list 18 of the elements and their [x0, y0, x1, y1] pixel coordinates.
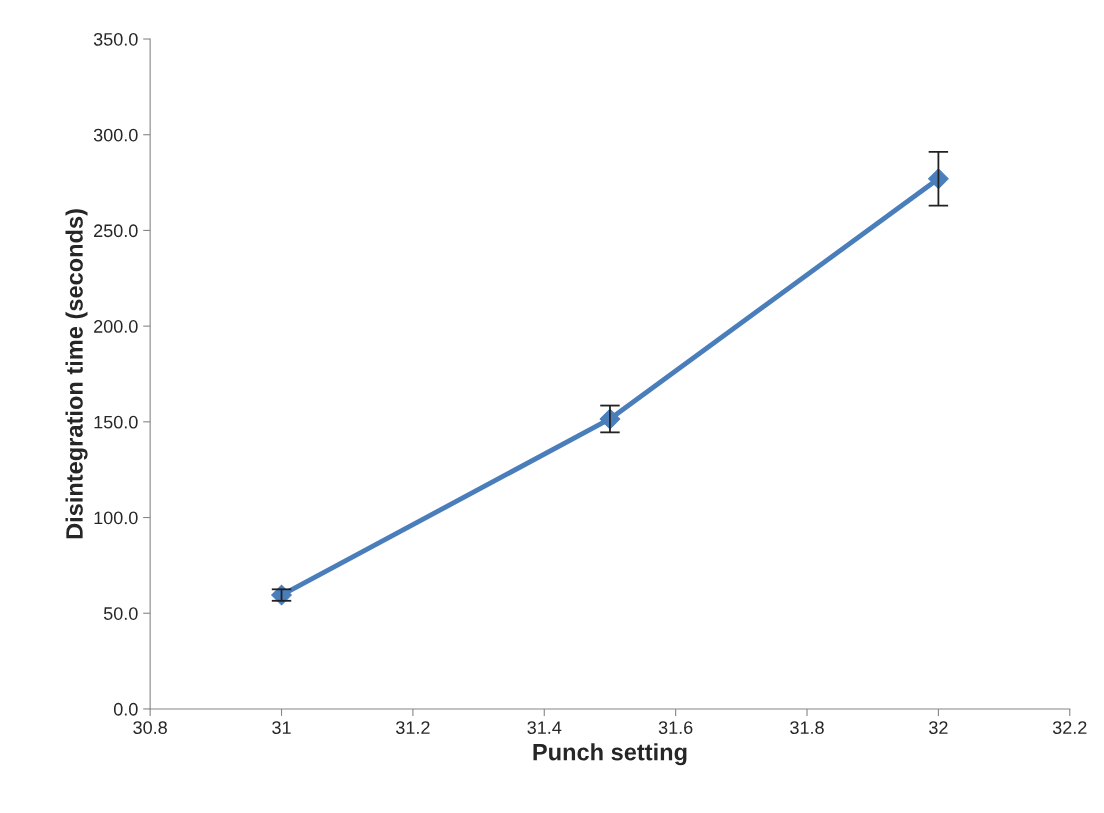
y-tick-label: 200.0 [94, 320, 138, 333]
y-axis-title: Disintegration time (seconds) [65, 209, 88, 539]
x-axis-title: Punch setting [533, 743, 687, 766]
x-tick-label: 31.6 [658, 721, 693, 734]
x-tick-label: 31.8 [790, 721, 824, 734]
x-tick-label: 31.4 [527, 721, 562, 734]
x-tick-label: 32.2 [1052, 721, 1087, 734]
y-tick-label: 350.0 [93, 32, 138, 46]
y-tick-label: 0.0 [113, 702, 138, 716]
x-tick-label: 32 [929, 721, 948, 734]
y-tick-label: 250.0 [94, 224, 138, 238]
y-tick-label: 300.0 [93, 128, 138, 142]
x-tick-label: 31.2 [396, 721, 430, 734]
x-tick-label: 31 [272, 721, 291, 734]
y-tick-label: 100.0 [94, 511, 138, 525]
y-tick-label: 150.0 [94, 415, 138, 429]
x-tick-label: 30.8 [133, 721, 167, 734]
y-tick-label: 50.0 [103, 607, 138, 620]
